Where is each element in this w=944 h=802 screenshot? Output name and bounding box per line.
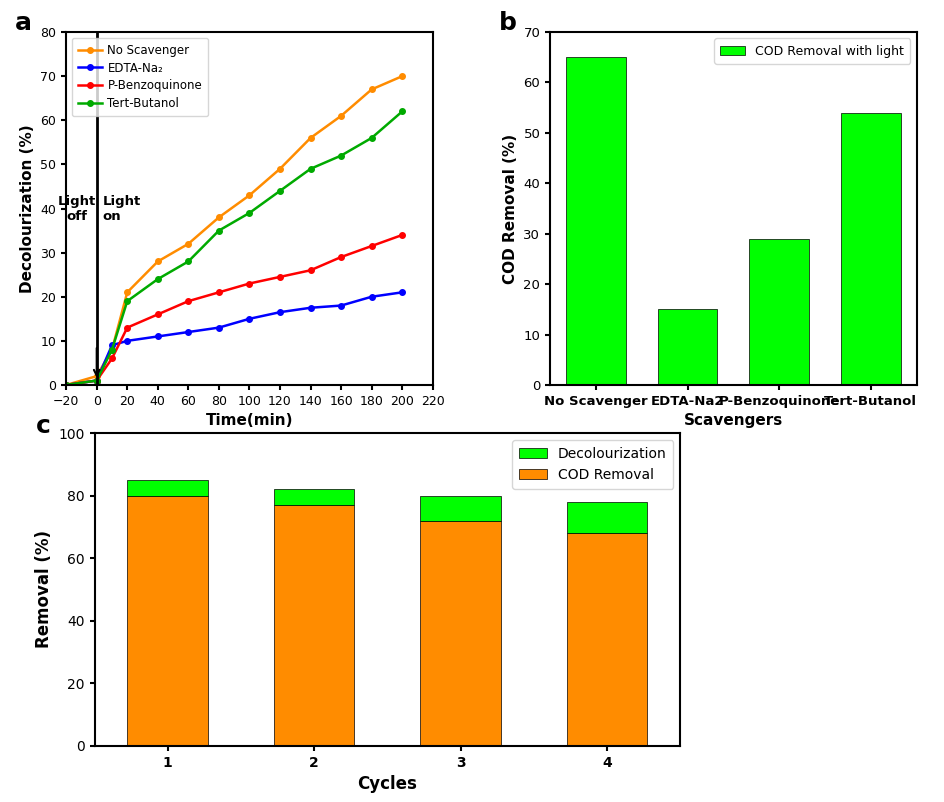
Tert-Butanol [91, 375, 102, 386]
Legend: No Scavenger, EDTA-Na₂, P-Benzoquinone, Tert-Butanol: No Scavenger, EDTA-Na₂, P-Benzoquinone, … [72, 38, 208, 116]
P-Benzoquinone [305, 265, 316, 275]
Tert-Butanol [106, 345, 117, 354]
P-Benzoquinone [122, 322, 133, 332]
No Scavenger [60, 380, 72, 390]
No Scavenger [91, 371, 102, 381]
Tert-Butanol [274, 186, 285, 196]
EDTA-Na₂ [91, 375, 102, 386]
X-axis label: Scavengers: Scavengers [683, 413, 783, 428]
Bar [420, 496, 500, 520]
EDTA-Na₂ [213, 322, 225, 332]
Bar [565, 57, 625, 385]
Bar [274, 505, 354, 746]
No Scavenger [182, 239, 194, 249]
Tert-Butanol [396, 107, 408, 116]
P-Benzoquinone [274, 272, 285, 282]
Bar [420, 520, 500, 746]
Tert-Butanol [335, 151, 346, 160]
Bar [566, 502, 647, 533]
Tert-Butanol [60, 380, 72, 390]
Bar [840, 113, 900, 385]
P-Benzoquinone [244, 278, 255, 288]
Tert-Butanol [244, 209, 255, 218]
No Scavenger [106, 345, 117, 354]
Line: No Scavenger: No Scavenger [63, 74, 405, 387]
EDTA-Na₂ [305, 303, 316, 313]
No Scavenger [152, 257, 163, 266]
P-Benzoquinone [213, 288, 225, 298]
Line: Tert-Butanol: Tert-Butanol [63, 109, 405, 387]
Tert-Butanol [213, 226, 225, 236]
Line: P-Benzoquinone: P-Benzoquinone [63, 233, 405, 387]
No Scavenger [396, 71, 408, 81]
EDTA-Na₂ [106, 340, 117, 350]
EDTA-Na₂ [182, 327, 194, 337]
Tert-Butanol [305, 164, 316, 174]
Y-axis label: Removal (%): Removal (%) [35, 530, 53, 649]
No Scavenger [365, 85, 377, 95]
Text: a: a [15, 11, 32, 35]
EDTA-Na₂ [152, 332, 163, 342]
Bar [127, 496, 208, 746]
Bar [274, 489, 354, 505]
X-axis label: Cycles: Cycles [357, 776, 417, 793]
P-Benzoquinone [396, 230, 408, 240]
Y-axis label: COD Removal (%): COD Removal (%) [502, 133, 517, 284]
Bar [657, 310, 716, 385]
No Scavenger [213, 213, 225, 222]
X-axis label: Time(min): Time(min) [206, 413, 293, 428]
EDTA-Na₂ [244, 314, 255, 323]
P-Benzoquinone [60, 380, 72, 390]
Tert-Butanol [365, 133, 377, 143]
EDTA-Na₂ [274, 307, 285, 317]
Text: b: b [498, 11, 516, 35]
Bar [566, 533, 647, 746]
EDTA-Na₂ [396, 288, 408, 298]
No Scavenger [305, 133, 316, 143]
No Scavenger [274, 164, 285, 174]
Y-axis label: Decolourization (%): Decolourization (%) [20, 124, 35, 293]
No Scavenger [244, 191, 255, 200]
P-Benzoquinone [152, 310, 163, 319]
EDTA-Na₂ [122, 336, 133, 346]
P-Benzoquinone [365, 241, 377, 251]
Bar [127, 480, 208, 496]
P-Benzoquinone [106, 354, 117, 363]
Legend: COD Removal with light: COD Removal with light [714, 38, 909, 64]
Tert-Butanol [122, 296, 133, 306]
No Scavenger [335, 111, 346, 121]
No Scavenger [122, 288, 133, 298]
Line: EDTA-Na₂: EDTA-Na₂ [63, 290, 405, 387]
P-Benzoquinone [335, 252, 346, 261]
Bar [749, 239, 808, 385]
EDTA-Na₂ [335, 301, 346, 310]
Tert-Butanol [152, 274, 163, 284]
EDTA-Na₂ [365, 292, 377, 302]
EDTA-Na₂ [60, 380, 72, 390]
Legend: Decolourization, COD Removal: Decolourization, COD Removal [512, 440, 673, 489]
P-Benzoquinone [182, 296, 194, 306]
Tert-Butanol [182, 257, 194, 266]
P-Benzoquinone [91, 375, 102, 386]
Text: Light
off: Light off [58, 195, 96, 222]
Text: Light
on: Light on [103, 195, 141, 222]
Text: c: c [36, 415, 51, 439]
